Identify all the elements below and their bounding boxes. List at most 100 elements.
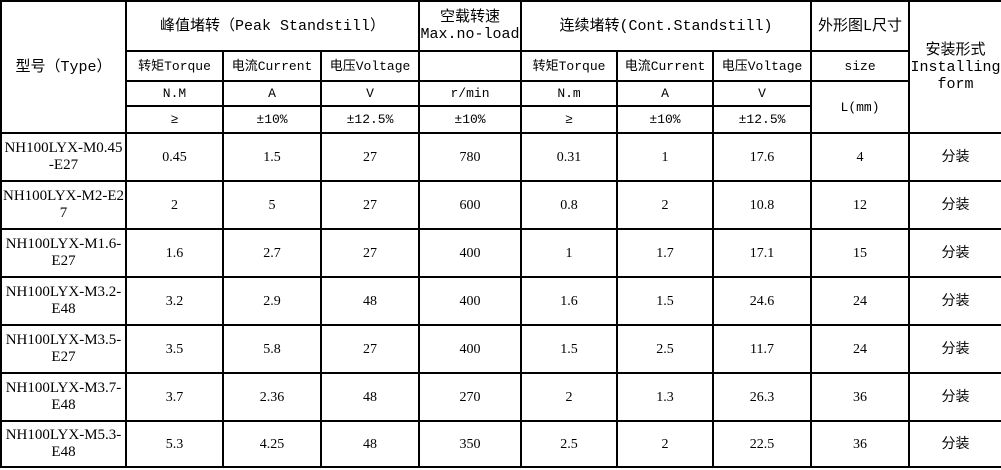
sub-header: 电压Voltage xyxy=(319,50,421,82)
value-cell: 48 xyxy=(319,372,421,422)
value-cell: 350 xyxy=(418,420,523,468)
value-cell: 270 xyxy=(418,372,523,422)
value-cell: 1.5 xyxy=(222,132,322,182)
model-cell: NH100LYX-M2-E27 xyxy=(0,180,127,230)
value-cell: 27 xyxy=(319,324,421,374)
table-row: NH100LYX-M3.5-E27 3.5 5.8 27 400 1.5 2.5 11.7 24… xyxy=(0,324,1001,374)
value-cell: 400 xyxy=(418,228,523,278)
value-cell: 分装 xyxy=(908,180,1001,230)
value-cell: 0.45 xyxy=(125,132,224,182)
table-row: NH100LYX-M5.3-E48 5.3 4.25 48 350 2.5 2 22.5 36 分… xyxy=(0,420,1001,468)
value-cell: 10.8 xyxy=(712,180,813,230)
value-cell: 1 xyxy=(616,132,715,182)
tolerance-cell: ±10% xyxy=(418,105,523,134)
value-cell: 400 xyxy=(418,324,523,374)
sub-header: 转矩Torque xyxy=(520,50,619,82)
value-cell: 600 xyxy=(418,180,523,230)
model-cell: NH100LYX-M5.3-E48 xyxy=(0,420,127,468)
value-cell: 24 xyxy=(810,276,911,326)
value-cell: 48 xyxy=(319,420,421,468)
sub-header xyxy=(418,50,523,82)
value-cell: 5 xyxy=(222,180,322,230)
model-cell: NH100LYX-M3.5-E27 xyxy=(0,324,127,374)
unit-cell: V xyxy=(712,80,813,107)
value-cell: 27 xyxy=(319,132,421,182)
value-cell: 27 xyxy=(319,228,421,278)
value-cell: 17.6 xyxy=(712,132,813,182)
unit-cell: A xyxy=(616,80,715,107)
table-row: NH100LYX-M3.2-E48 3.2 2.9 48 400 1.6 1.5 24.6 24… xyxy=(0,276,1001,326)
value-cell: 36 xyxy=(810,420,911,468)
value-cell: 24.6 xyxy=(712,276,813,326)
value-cell: 24 xyxy=(810,324,911,374)
tolerance-cell: ±12.5% xyxy=(712,105,813,134)
value-cell: 2.5 xyxy=(520,420,619,468)
sub-header: 电压Voltage xyxy=(712,50,813,82)
value-cell: 2 xyxy=(125,180,224,230)
peak-standstill-header: 峰值堵转（Peak Standstill） xyxy=(124,0,421,52)
value-cell: 1.7 xyxy=(616,228,715,278)
model-cell: NH100LYX-M3.2-E48 xyxy=(0,276,127,326)
value-cell: 1.5 xyxy=(616,276,715,326)
type-header: 型号（Type） xyxy=(0,0,127,134)
value-cell: 12 xyxy=(810,180,911,230)
table-row: NH100LYX-M3.7-E48 3.7 2.36 48 270 2 1.3 26.3 36 分… xyxy=(0,372,1001,422)
value-cell: 2 xyxy=(520,372,619,422)
value-cell: 1 xyxy=(520,228,619,278)
value-cell: 1.3 xyxy=(616,372,715,422)
value-cell: 2.9 xyxy=(222,276,322,326)
size-group-header: 外形图L尺寸 xyxy=(810,0,911,52)
value-cell: 1.6 xyxy=(125,228,224,278)
size-unit-cell: L(mm) xyxy=(810,80,911,134)
value-cell: 分装 xyxy=(908,228,1001,278)
table-row: NH100LYX-M0.45-E27 0.45 1.5 27 780 0.31 1 17.6 4… xyxy=(0,132,1001,182)
value-cell: 5.3 xyxy=(125,420,224,468)
value-cell: 2 xyxy=(616,420,715,468)
table-row: NH100LYX-M2-E27 2 5 27 600 0.8 2 10.8 12 分装 xyxy=(0,180,1001,230)
tolerance-cell: ±10% xyxy=(616,105,715,134)
unit-cell: A xyxy=(222,80,322,107)
tolerance-cell: ≥ xyxy=(520,105,619,134)
sub-header: 电流Current xyxy=(616,50,715,82)
value-cell: 3.7 xyxy=(125,372,224,422)
value-cell: 分装 xyxy=(908,324,1001,374)
value-cell: 3.5 xyxy=(125,324,224,374)
no-load-en: Max.no-load xyxy=(420,26,520,43)
unit-cell: N.m xyxy=(520,80,619,107)
value-cell: 1.6 xyxy=(520,276,619,326)
value-cell: 400 xyxy=(418,276,523,326)
value-cell: 780 xyxy=(418,132,523,182)
sub-header: 转矩Torque xyxy=(125,50,224,82)
unit-cell: V xyxy=(319,80,421,107)
value-cell: 15 xyxy=(810,228,911,278)
unit-cell: N.M xyxy=(125,80,224,107)
value-cell: 36 xyxy=(810,372,911,422)
no-load-cn: 空载转速 xyxy=(440,9,501,26)
tolerance-cell: ≥ xyxy=(125,105,224,134)
value-cell: 2.36 xyxy=(222,372,322,422)
value-cell: 分装 xyxy=(908,372,1001,422)
value-cell: 0.8 xyxy=(520,180,619,230)
install-cn: 安装形式 xyxy=(925,41,986,59)
installing-form-header: 安装形式 Installing form xyxy=(908,0,1001,134)
table-row: NH100LYX-M1.6-E27 1.6 2.7 27 400 1 1.7 17.1 15 分装 xyxy=(0,228,1001,278)
unit-cell: r/min xyxy=(418,80,523,107)
value-cell: 22.5 xyxy=(712,420,813,468)
value-cell: 5.8 xyxy=(222,324,322,374)
value-cell: 48 xyxy=(319,276,421,326)
value-cell: 2.5 xyxy=(616,324,715,374)
tolerance-cell: ±12.5% xyxy=(319,105,421,134)
model-cell: NH100LYX-M0.45-E27 xyxy=(0,132,127,182)
value-cell: 4 xyxy=(810,132,911,182)
value-cell: 1.5 xyxy=(520,324,619,374)
model-cell: NH100LYX-M1.6-E27 xyxy=(0,228,127,278)
value-cell: 0.31 xyxy=(520,132,619,182)
value-cell: 11.7 xyxy=(712,324,813,374)
value-cell: 2 xyxy=(616,180,715,230)
no-load-speed-header: 空载转速 Max.no-load xyxy=(418,0,523,52)
value-cell: 26.3 xyxy=(712,372,813,422)
sub-header: size xyxy=(810,50,911,82)
value-cell: 4.25 xyxy=(222,420,322,468)
model-cell: NH100LYX-M3.7-E48 xyxy=(0,372,127,422)
